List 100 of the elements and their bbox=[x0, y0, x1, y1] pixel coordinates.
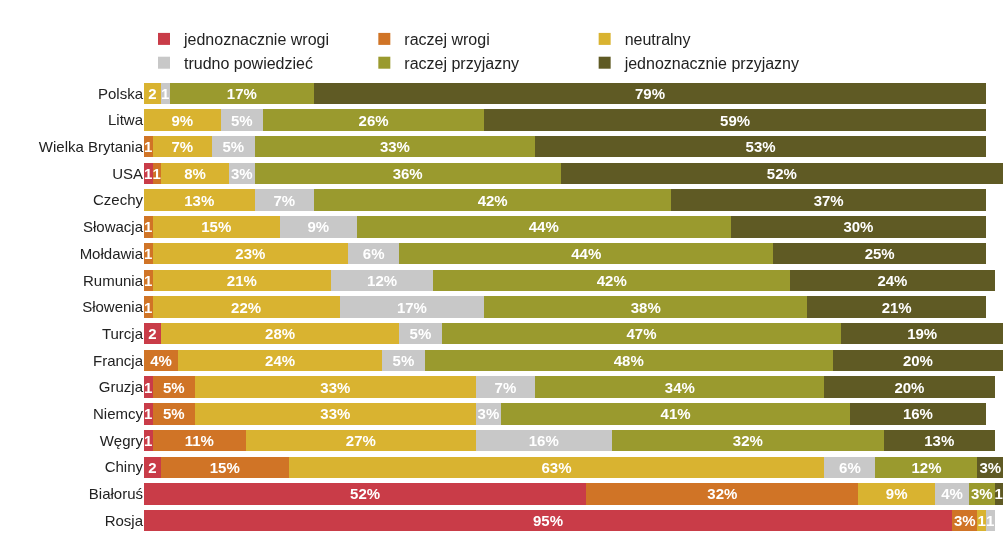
bar bbox=[254, 162, 561, 185]
y-tick-label: Słowenia bbox=[82, 298, 144, 316]
data-label: 1 bbox=[144, 378, 153, 396]
y-tick-label: Mołdawia bbox=[79, 244, 144, 262]
data-label: 24% bbox=[265, 351, 296, 369]
bar bbox=[501, 403, 850, 425]
bar bbox=[730, 216, 986, 238]
data-label: 1 bbox=[977, 512, 986, 530]
data-label: 11% bbox=[184, 432, 214, 450]
data-label: 20% bbox=[894, 378, 925, 396]
y-tick-label: Rosja bbox=[104, 511, 144, 529]
data-label: 2 bbox=[148, 325, 157, 343]
bar bbox=[790, 269, 995, 291]
data-label: 33% bbox=[320, 378, 351, 396]
data-label: 1 bbox=[152, 164, 161, 182]
data-label: 79% bbox=[635, 84, 666, 102]
bar bbox=[161, 323, 400, 345]
data-label: 32% bbox=[707, 485, 738, 503]
data-label: 3% bbox=[953, 512, 976, 530]
data-label: 3% bbox=[970, 485, 993, 503]
bar bbox=[152, 269, 332, 291]
data-label: 5% bbox=[162, 405, 185, 423]
y-tick-label: Francja bbox=[92, 351, 144, 369]
y-tick-label: Litwa bbox=[107, 111, 144, 129]
bar bbox=[773, 242, 986, 265]
bar bbox=[586, 483, 859, 505]
data-label: 1 bbox=[144, 245, 153, 263]
data-label: 44% bbox=[528, 218, 559, 236]
bar bbox=[152, 242, 349, 265]
data-label: 36% bbox=[392, 164, 423, 182]
bar bbox=[671, 189, 986, 211]
legend-label: neutralny bbox=[624, 31, 691, 49]
bar bbox=[535, 136, 986, 158]
legend-label: jednoznacznie wrogi bbox=[183, 31, 329, 49]
data-label: 13% bbox=[184, 191, 215, 209]
data-label: 52% bbox=[766, 164, 797, 182]
data-label: 27% bbox=[345, 432, 376, 450]
data-label: 42% bbox=[477, 191, 508, 209]
y-tick-label: Gruzja bbox=[98, 378, 144, 396]
data-label: 13% bbox=[924, 432, 955, 450]
data-label: 22% bbox=[231, 298, 262, 316]
bar bbox=[560, 162, 1003, 185]
bar bbox=[339, 296, 485, 318]
data-label: 1 bbox=[144, 298, 153, 316]
data-label: 24% bbox=[877, 271, 908, 289]
bar bbox=[433, 269, 791, 291]
bar bbox=[254, 189, 315, 211]
bar bbox=[280, 216, 357, 238]
bar bbox=[441, 323, 842, 345]
bar bbox=[144, 483, 587, 505]
data-label: 8% bbox=[184, 164, 206, 182]
bar bbox=[161, 456, 289, 478]
data-label: 26% bbox=[358, 111, 389, 129]
bar bbox=[195, 403, 476, 425]
data-label: 4% bbox=[150, 351, 172, 369]
y-tick-label: Niemcy bbox=[92, 405, 144, 423]
bar bbox=[169, 82, 315, 105]
data-label: 41% bbox=[660, 405, 691, 423]
data-label: 1 bbox=[144, 164, 153, 182]
data-label: 63% bbox=[541, 458, 572, 476]
data-label: 30% bbox=[843, 218, 874, 236]
legend-label: raczej przyjazny bbox=[404, 54, 520, 72]
bar bbox=[356, 216, 731, 238]
data-label: 1 bbox=[144, 138, 153, 156]
data-label: 23% bbox=[235, 245, 266, 263]
data-label: 1 bbox=[144, 218, 153, 236]
bar bbox=[288, 456, 825, 478]
data-label: 33% bbox=[320, 405, 351, 423]
data-label: 47% bbox=[626, 325, 657, 343]
bar bbox=[883, 429, 995, 452]
data-label: 34% bbox=[664, 378, 695, 396]
bar bbox=[195, 376, 476, 398]
data-label: 20% bbox=[902, 351, 933, 369]
bar bbox=[178, 349, 383, 372]
bar bbox=[824, 376, 995, 398]
bar bbox=[144, 109, 221, 131]
data-label: 53% bbox=[745, 138, 776, 156]
bar bbox=[399, 242, 774, 265]
bar bbox=[849, 403, 986, 425]
data-label: 21% bbox=[226, 271, 257, 289]
data-label: 21% bbox=[881, 298, 912, 316]
data-label: 12% bbox=[911, 458, 942, 476]
y-tick-label: Słowacja bbox=[82, 218, 144, 236]
bar bbox=[246, 429, 476, 452]
bar bbox=[484, 296, 808, 318]
data-label: 7% bbox=[171, 138, 194, 156]
bar bbox=[841, 323, 1003, 345]
bar bbox=[475, 376, 536, 398]
bar bbox=[858, 483, 935, 505]
data-label: 25% bbox=[864, 245, 895, 263]
y-tick-label: Węgry bbox=[99, 431, 144, 449]
bar bbox=[152, 216, 281, 238]
data-label: 32% bbox=[732, 432, 763, 450]
data-label: 19% bbox=[907, 325, 938, 343]
data-label: 59% bbox=[720, 111, 751, 129]
bar bbox=[535, 376, 825, 398]
y-tick-label: USA bbox=[112, 164, 143, 182]
legend-label: raczej wrogi bbox=[404, 31, 490, 49]
data-label: 1 bbox=[994, 485, 1003, 503]
data-label: 48% bbox=[613, 351, 644, 369]
